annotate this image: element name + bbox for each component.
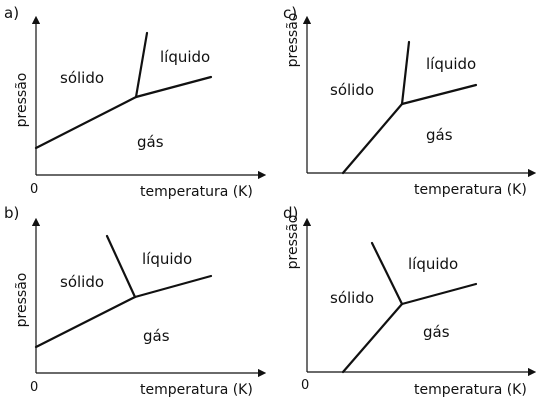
- panel-d-fusion-curve: [370, 241, 404, 306]
- panel-c-solid-label: sólido: [330, 81, 374, 99]
- panel-d-letter: d): [283, 204, 298, 222]
- panel-c-y-label: pressão: [285, 13, 301, 68]
- panel-c-sublimation-curve: [341, 102, 404, 175]
- panel-b-y-label: pressão: [14, 273, 30, 328]
- panel-b-gas-label: gás: [143, 327, 170, 345]
- panel-c: c) pressão temperatura (K) sólido líquid…: [283, 4, 537, 198]
- panel-c-vaporization-curve: [400, 83, 478, 106]
- panel-d-sublimation-curve: [341, 302, 404, 374]
- panel-b-fusion-curve: [105, 234, 137, 299]
- panel-a-gas-label: gás: [137, 133, 164, 151]
- panel-b-letter: b): [4, 204, 19, 222]
- panel-a-liquid-label: líquido: [160, 48, 210, 66]
- panel-a-letter: a): [4, 4, 19, 22]
- panel-b-origin: 0: [30, 380, 38, 395]
- panel-b-vaporization-curve: [133, 274, 213, 299]
- panel-a-solid-label: sólido: [60, 69, 104, 87]
- panel-d-solid-label: sólido: [330, 289, 374, 307]
- panel-d-y-label: pressão: [285, 215, 301, 270]
- panel-a-fusion-curve: [134, 31, 149, 99]
- panel-a-vaporization-curve: [134, 75, 213, 99]
- panel-c-gas-label: gás: [426, 126, 453, 144]
- panel-a: a) pressão temperatura (K) 0 sólido líqu…: [4, 4, 267, 200]
- panel-b-sublimation-curve: [34, 295, 137, 349]
- panel-a-sublimation-curve: [34, 95, 138, 150]
- panel-b-liquid-label: líquido: [142, 250, 192, 268]
- panel-b: b) pressão temperatura (K) 0 sólido líqu…: [4, 204, 267, 398]
- panel-a-x-label: temperatura (K): [140, 184, 253, 200]
- panel-d-gas-label: gás: [423, 323, 450, 341]
- panel-b-solid-label: sólido: [60, 273, 104, 291]
- panel-a-y-label: pressão: [14, 73, 30, 128]
- panel-c-letter: c): [283, 4, 297, 22]
- panel-d-liquid-label: líquido: [408, 255, 458, 273]
- panel-d-x-label: temperatura (K): [414, 382, 527, 398]
- panel-d-origin: 0: [301, 378, 309, 393]
- panel-d: d) pressão temperatura (K) 0 sólido líqu…: [283, 204, 537, 398]
- panel-c-fusion-curve: [400, 40, 411, 106]
- panel-c-liquid-label: líquido: [426, 55, 476, 73]
- panel-a-origin: 0: [30, 182, 38, 197]
- panel-c-x-label: temperatura (K): [414, 182, 527, 198]
- panel-d-vaporization-curve: [400, 282, 478, 306]
- panel-b-x-label: temperatura (K): [140, 382, 253, 398]
